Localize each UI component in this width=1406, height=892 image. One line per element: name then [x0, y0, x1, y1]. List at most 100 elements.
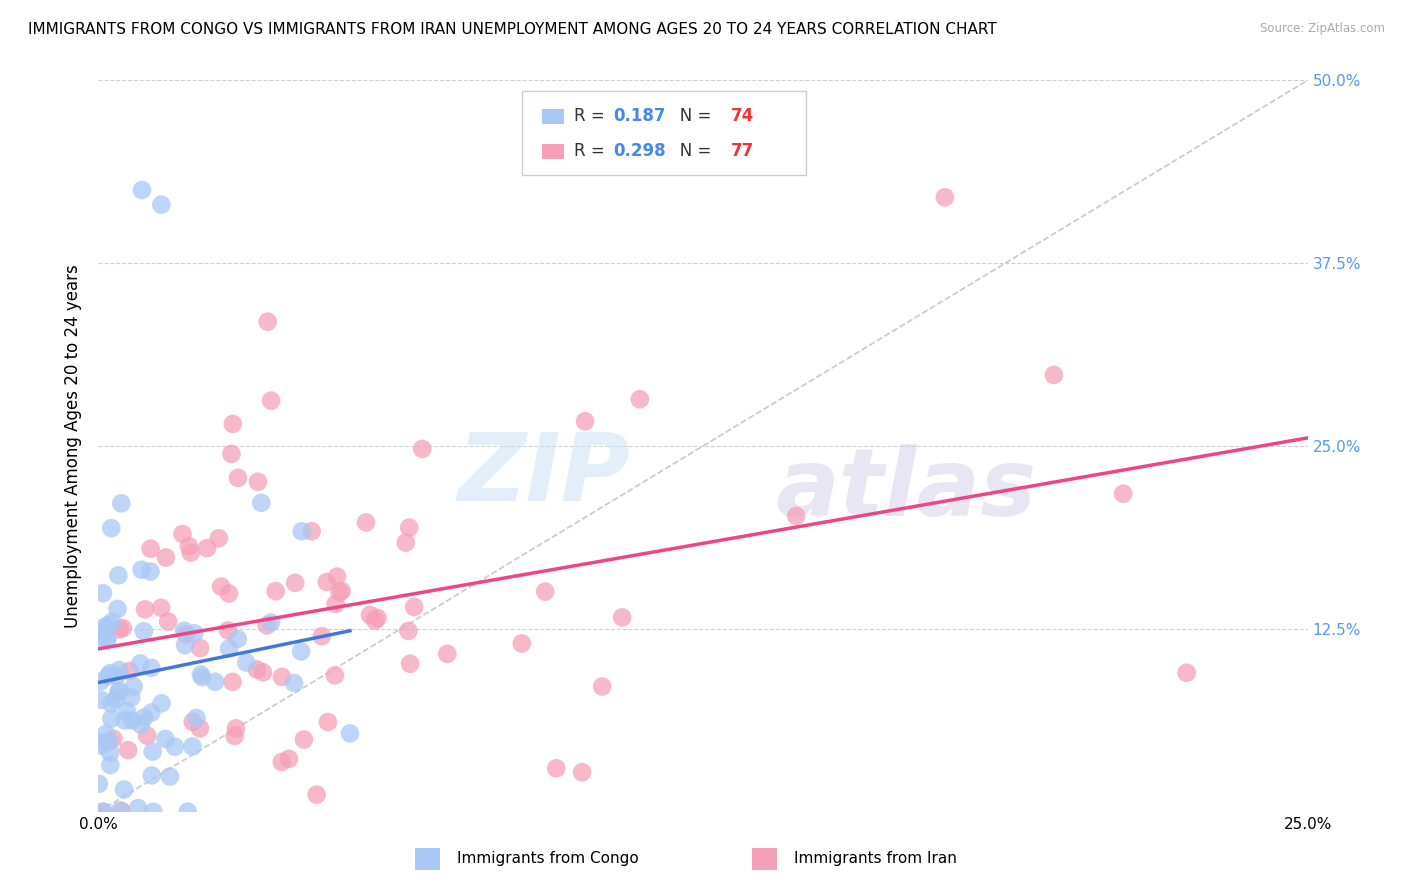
Point: [1175, 665, 1198, 680]
Point: [270, 755, 292, 769]
Point: [122, 680, 145, 694]
Point: [118, 664, 141, 678]
Point: [150, 600, 173, 615]
Point: [188, 640, 211, 655]
Point: [326, 569, 349, 583]
Point: [107, 602, 129, 616]
Point: [105, 668, 128, 682]
Point: [315, 574, 337, 589]
Text: R =: R =: [574, 107, 610, 125]
Point: [610, 610, 633, 624]
Point: [94, 727, 117, 741]
Point: [934, 190, 956, 204]
Text: 0.298: 0.298: [613, 142, 666, 160]
Point: [225, 722, 247, 736]
Point: [574, 414, 596, 428]
Point: [91, 624, 114, 639]
Point: [256, 315, 278, 329]
Point: [121, 714, 143, 728]
Text: N =: N =: [664, 107, 717, 125]
Point: [395, 535, 418, 549]
Point: [246, 475, 269, 489]
Point: [534, 584, 557, 599]
Point: [89, 634, 111, 648]
Y-axis label: Unemployment Among Ages 20 to 24 years: Unemployment Among Ages 20 to 24 years: [65, 264, 83, 628]
Point: [150, 197, 173, 211]
Point: [91, 586, 114, 600]
Point: [97, 669, 120, 683]
Point: [364, 614, 387, 628]
Point: [404, 599, 426, 614]
Text: 0.187: 0.187: [613, 107, 666, 125]
Point: [172, 527, 194, 541]
Text: Immigrants from Iran: Immigrants from Iran: [794, 851, 957, 865]
Point: [129, 717, 152, 731]
Point: [311, 629, 333, 643]
Point: [183, 626, 205, 640]
Point: [163, 739, 186, 754]
Point: [271, 670, 294, 684]
Point: [131, 563, 153, 577]
Point: [117, 743, 139, 757]
Point: [98, 758, 121, 772]
Point: [100, 712, 122, 726]
Point: [246, 663, 269, 677]
Point: [141, 661, 163, 675]
Point: [108, 623, 131, 637]
Point: [93, 620, 115, 634]
Point: [367, 611, 389, 625]
Point: [323, 668, 346, 682]
Point: [204, 674, 226, 689]
Point: [157, 615, 180, 629]
Point: [107, 568, 129, 582]
Text: IMMIGRANTS FROM CONGO VS IMMIGRANTS FROM IRAN UNEMPLOYMENT AMONG AGES 20 TO 24 Y: IMMIGRANTS FROM CONGO VS IMMIGRANTS FROM…: [28, 22, 997, 37]
Point: [181, 714, 204, 729]
Point: [291, 524, 314, 539]
Point: [325, 597, 347, 611]
FancyBboxPatch shape: [522, 91, 806, 176]
Point: [134, 602, 156, 616]
Point: [181, 739, 204, 754]
Point: [108, 663, 131, 677]
Point: [173, 624, 195, 638]
Point: [174, 627, 197, 641]
Point: [141, 768, 163, 782]
Point: [305, 788, 328, 802]
Point: [218, 586, 240, 600]
Point: [284, 575, 307, 590]
Text: Source: ZipAtlas.com: Source: ZipAtlas.com: [1260, 22, 1385, 36]
Point: [142, 805, 165, 819]
Point: [510, 636, 533, 650]
Point: [235, 656, 257, 670]
Point: [136, 729, 159, 743]
Point: [104, 692, 127, 706]
Point: [107, 685, 129, 699]
Point: [91, 805, 114, 819]
Point: [96, 633, 118, 648]
Point: [93, 805, 115, 819]
Text: Immigrants from Congo: Immigrants from Congo: [457, 851, 638, 865]
Point: [256, 618, 278, 632]
Point: [260, 615, 283, 630]
Point: [190, 667, 212, 681]
Text: N =: N =: [664, 142, 717, 160]
Point: [222, 417, 245, 431]
Point: [112, 782, 135, 797]
Point: [328, 585, 350, 599]
Point: [785, 508, 807, 523]
Point: [359, 607, 381, 622]
Point: [98, 746, 121, 760]
Point: [176, 805, 198, 819]
Point: [186, 711, 208, 725]
Point: [191, 670, 214, 684]
Point: [209, 580, 232, 594]
Text: atlas: atlas: [776, 444, 1036, 536]
FancyBboxPatch shape: [543, 145, 564, 159]
Point: [330, 584, 353, 599]
Point: [221, 447, 243, 461]
Point: [354, 516, 377, 530]
Point: [134, 710, 156, 724]
Point: [399, 657, 422, 671]
Point: [283, 676, 305, 690]
Point: [301, 524, 323, 539]
